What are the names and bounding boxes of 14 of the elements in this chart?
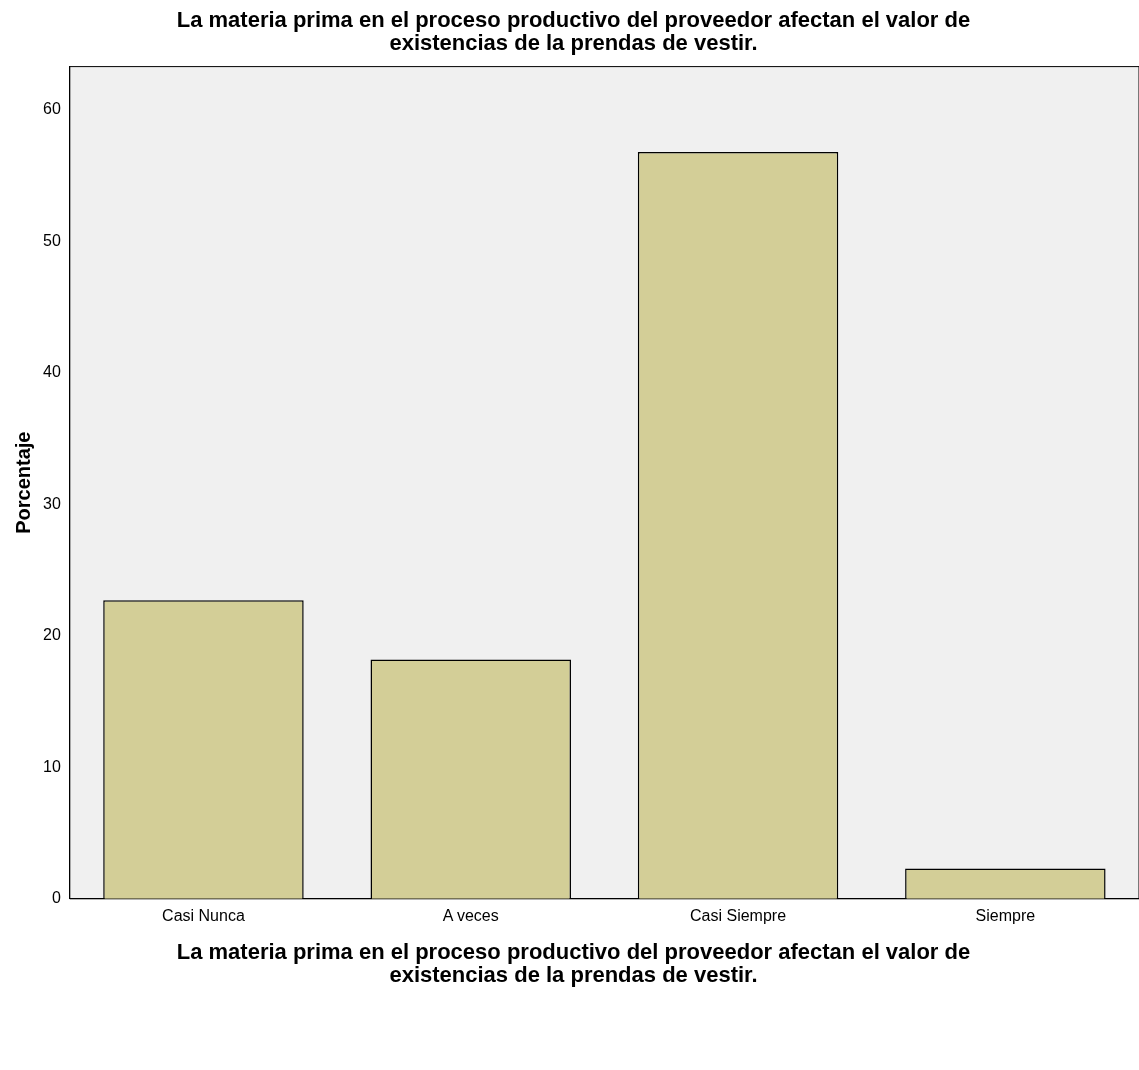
x-axis-title: La materia prima en el proceso productivo del proveedor afectan el valor de existencias de la prendas de vestir.: [175, 939, 972, 988]
y-tick-label: 10: [43, 757, 61, 775]
y-tick-label: 60: [43, 100, 61, 118]
y-tick-label: 30: [43, 494, 61, 512]
y-tick-label: 0: [51, 889, 61, 907]
y-axis-title: Porcentaje: [11, 431, 34, 535]
x-tick-label: Casi Siempre: [690, 906, 787, 924]
x-tick-label: A veces: [442, 906, 499, 924]
chart-title: La materia prima en el proceso productivo del proveedor afectan el valor de existencias de la prendas de vestir.: [175, 7, 972, 56]
y-tick-label: 20: [43, 626, 61, 644]
y-tick-label: 50: [43, 232, 61, 250]
y-tick-label: 40: [43, 363, 61, 381]
x-tick-label: Siempre: [975, 906, 1036, 924]
x-tick-label: Casi Nunca: [162, 906, 245, 924]
